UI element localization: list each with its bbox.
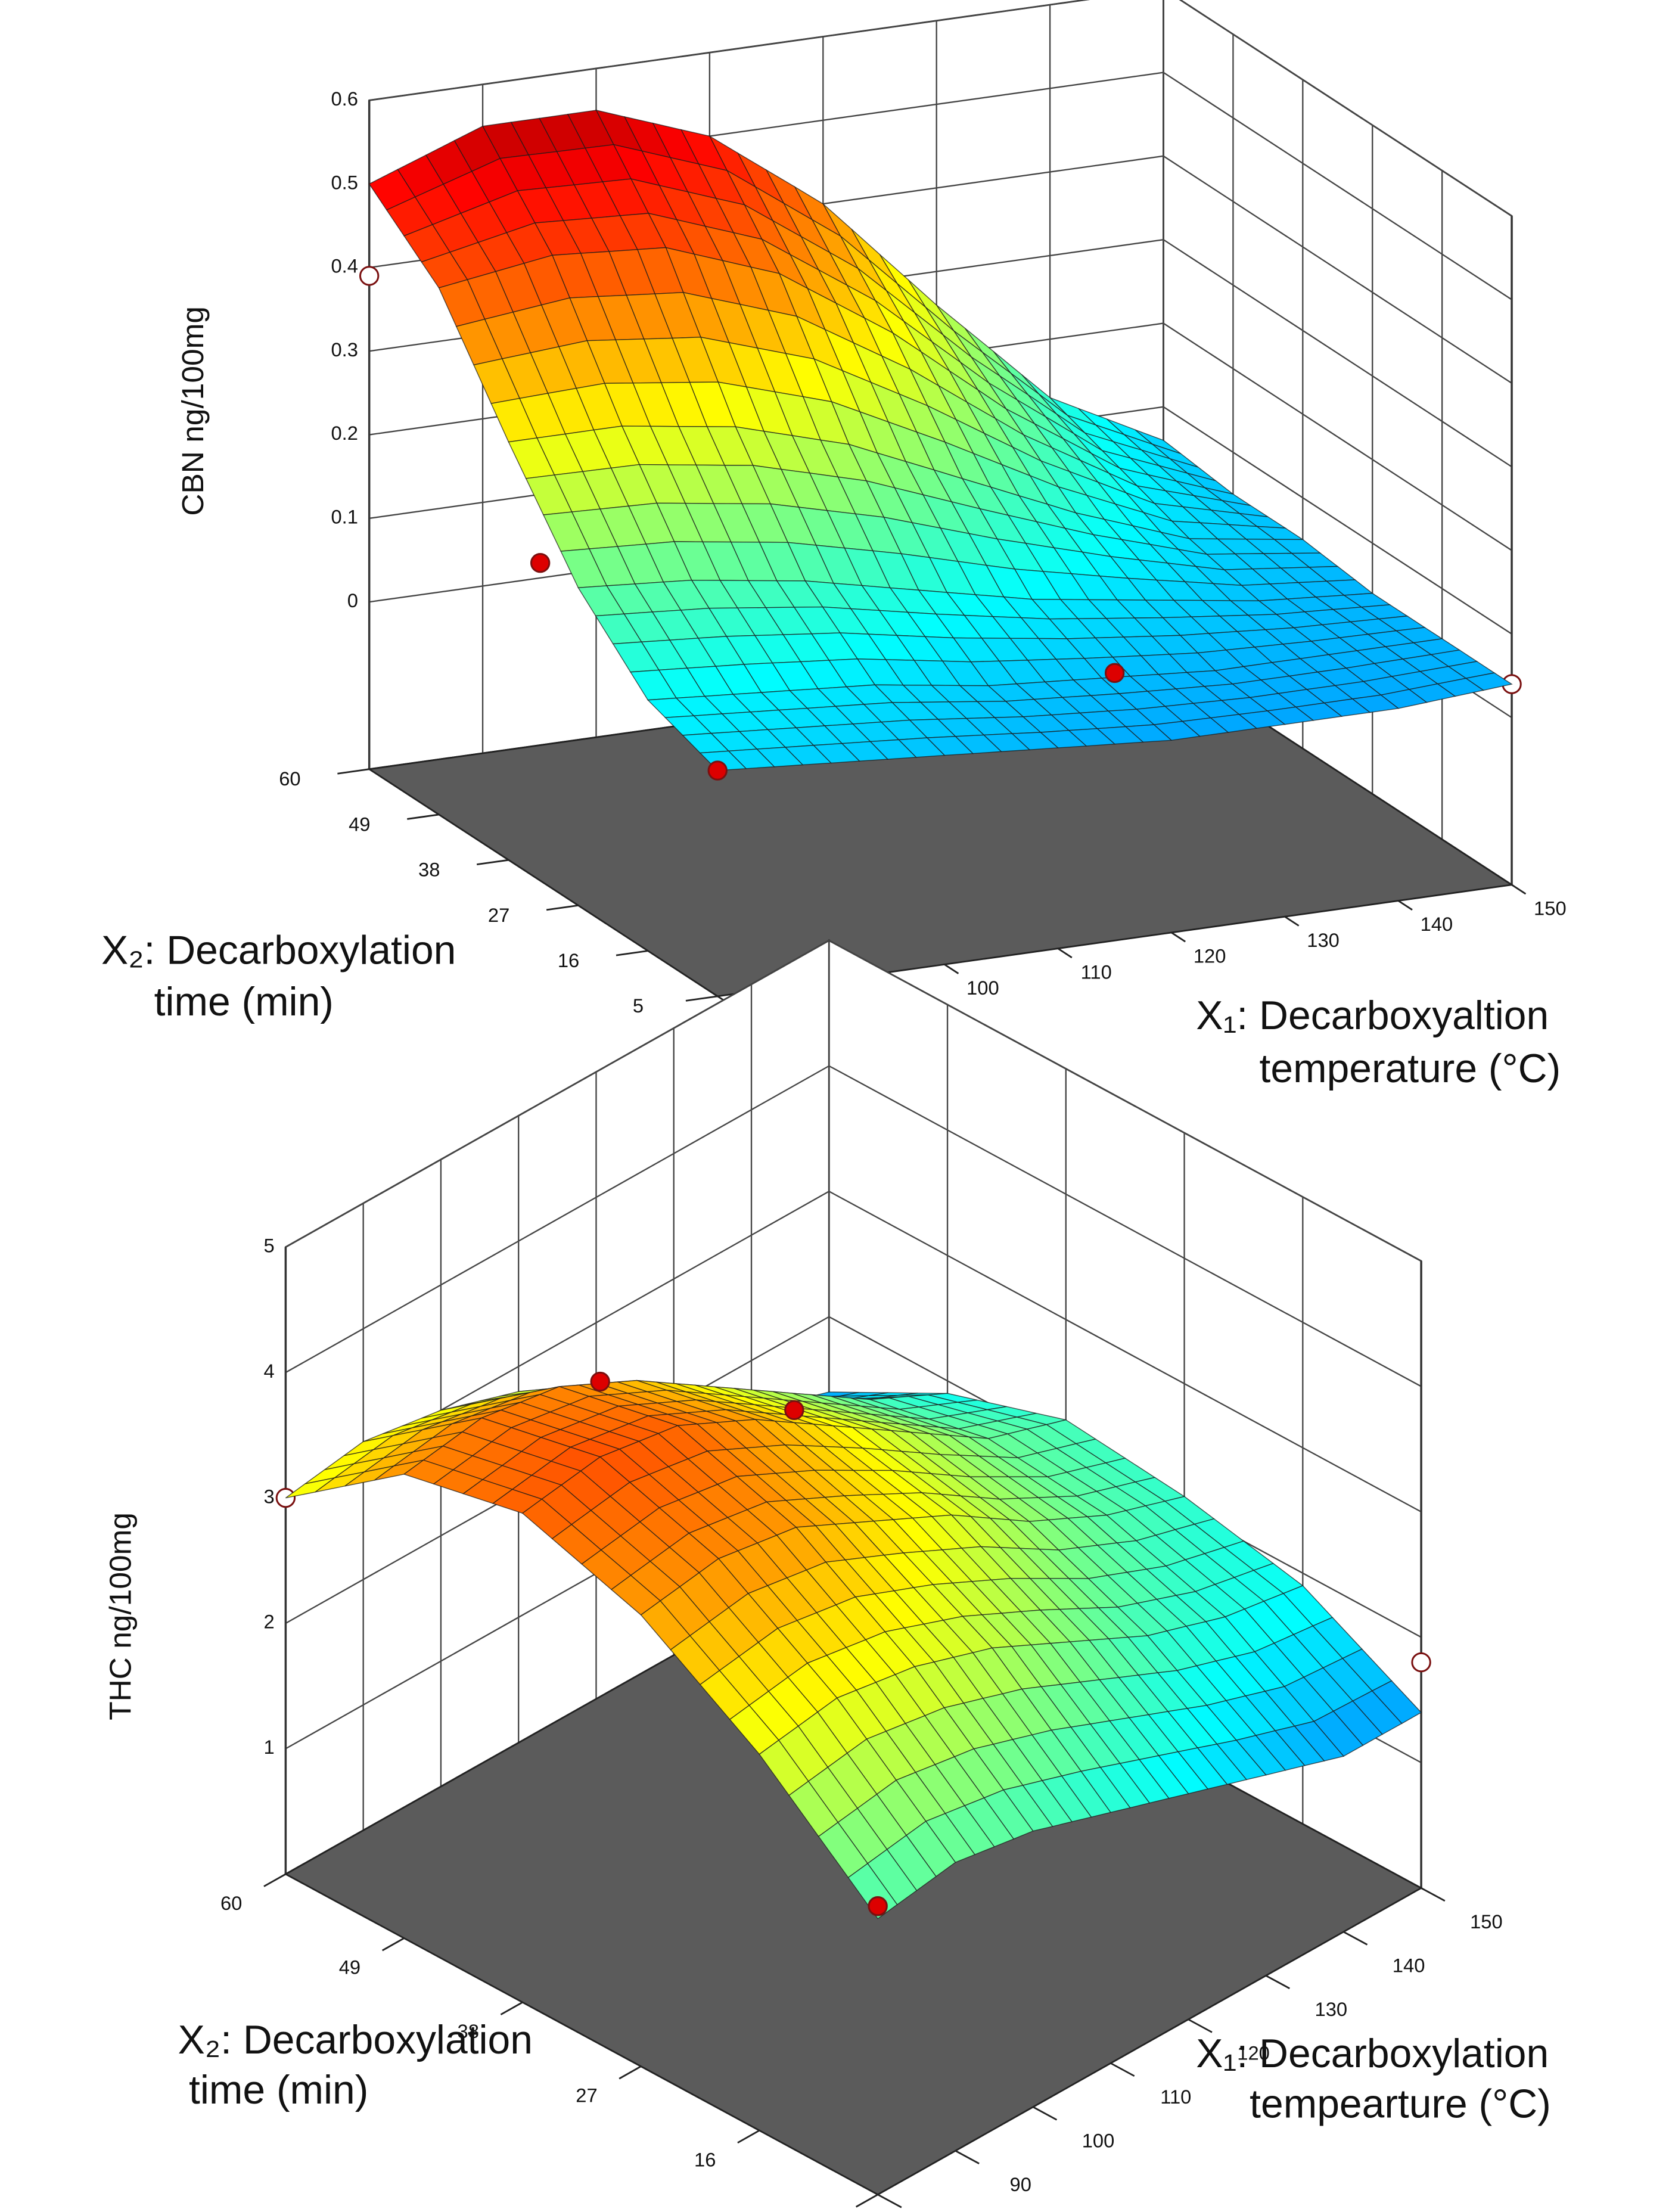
x2-axis-label: time (min): [189, 2068, 368, 2112]
x1-tick-label: 140: [1393, 1955, 1425, 1977]
x1-tick: [1110, 2062, 1135, 2077]
x2-tick: [476, 859, 509, 866]
x2-tick-label: 49: [349, 813, 370, 835]
x1-axis-label: temperature (°C): [1260, 1046, 1561, 1091]
wall-grid-line: [285, 939, 1422, 1262]
x1-tick-label: 130: [1307, 929, 1340, 951]
x1-tick-label: 90: [1010, 2173, 1031, 2195]
x1-tick: [877, 2194, 902, 2208]
x2-axis-label: time (min): [154, 980, 334, 1024]
x2-axis-label: X₂: Decarboxylation: [178, 2018, 533, 2062]
z-tick-label: 5: [263, 1234, 274, 1256]
design-point: [707, 760, 728, 781]
x2-tick: [337, 768, 369, 775]
x2-tick-label: 16: [694, 2148, 716, 2170]
z-tick-label: 0.5: [331, 171, 358, 193]
x1-tick: [1421, 1887, 1446, 1902]
x1-tick-label: 100: [966, 977, 999, 999]
surface-chart: 12345809010011012013014015051627384960TH…: [102, 939, 1551, 2208]
x1-tick-label: 120: [1237, 2042, 1270, 2064]
x2-tick-label: 60: [220, 1892, 242, 1914]
surface-patch: [699, 750, 747, 771]
z-tick-label: 3: [263, 1485, 274, 1507]
z-tick-label: 0.1: [331, 505, 358, 527]
x1-tick-label: 100: [1082, 2130, 1115, 2152]
x2-tick-label: 16: [558, 949, 579, 971]
z-tick-label: 0.6: [331, 88, 358, 110]
wall-grid-line: [369, 0, 1512, 217]
x2-tick: [263, 1873, 287, 1887]
x1-tick: [1188, 2018, 1213, 2033]
wall-grid-line: [285, 1065, 1422, 1387]
x1-tick-label: 130: [1315, 1998, 1348, 2020]
x1-tick: [1171, 931, 1186, 943]
z-tick-label: 1: [263, 1736, 274, 1758]
x1-tick: [1343, 1931, 1368, 1946]
design-point: [1104, 663, 1125, 684]
z-tick-label: 0.4: [331, 255, 358, 277]
x1-tick: [944, 964, 959, 974]
z-tick-label: 0.2: [331, 422, 358, 444]
x2-tick: [616, 950, 648, 956]
x1-tick-label: 110: [1160, 2086, 1191, 2108]
x2-tick-label: 49: [339, 1956, 360, 1978]
x1-tick: [1284, 916, 1300, 927]
x1-tick-label: 120: [1194, 945, 1226, 967]
x2-tick: [546, 905, 579, 911]
x1-tick: [1057, 947, 1073, 959]
design-point: [1411, 1652, 1431, 1673]
x2-tick-label: 27: [488, 904, 509, 926]
x1-tick: [1397, 900, 1413, 911]
x2-tick-label: 38: [418, 859, 440, 881]
design-point: [868, 1896, 888, 1916]
z-axis-label: THC ng/100mg: [102, 1512, 137, 1720]
x2-tick-label: 5: [633, 995, 644, 1017]
x1-axis-label: X₁: Decarboxylation: [1196, 2031, 1549, 2076]
x1-tick: [1265, 1975, 1290, 1990]
z-tick-label: 4: [263, 1360, 274, 1382]
x2-tick: [381, 1937, 405, 1952]
design-point: [784, 1400, 804, 1421]
wall-grid-line: [285, 1190, 1422, 1513]
x1-tick: [1511, 884, 1527, 895]
z-tick-label: 0.3: [331, 338, 358, 361]
x2-tick: [685, 995, 718, 1002]
z-tick-label: 2: [263, 1611, 274, 1633]
x1-tick-label: 140: [1421, 913, 1453, 935]
x2-tick-label: 27: [576, 2084, 597, 2107]
x1-tick: [1033, 2106, 1058, 2121]
x1-tick-label: 150: [1534, 897, 1567, 919]
x2-tick-label: 60: [279, 768, 300, 790]
z-tick-label: 0: [347, 589, 358, 611]
x1-tick-label: 110: [1081, 961, 1112, 983]
x2-tick-label: 38: [457, 2020, 478, 2042]
x2-tick: [737, 2129, 760, 2144]
z-axis-label: CBN ng/100mg: [175, 306, 210, 516]
x2-axis-label: X₂: Decarboxylation: [101, 928, 456, 973]
x2-tick: [855, 2194, 878, 2208]
x2-tick: [500, 2001, 523, 2015]
design-point: [590, 1371, 610, 1392]
design-point: [530, 552, 551, 573]
x1-axis-label: X₁: Decarboxyaltion: [1196, 993, 1549, 1038]
x2-tick: [407, 813, 439, 820]
x1-tick-label: 150: [1470, 1910, 1503, 1933]
surface-chart: 00.10.20.30.40.50.6809010011012013014015…: [101, 0, 1567, 1091]
x2-tick: [619, 2065, 642, 2080]
x1-tick: [955, 2150, 980, 2165]
design-point: [359, 266, 380, 286]
x1-axis-label: tempearture (°C): [1250, 2081, 1551, 2126]
